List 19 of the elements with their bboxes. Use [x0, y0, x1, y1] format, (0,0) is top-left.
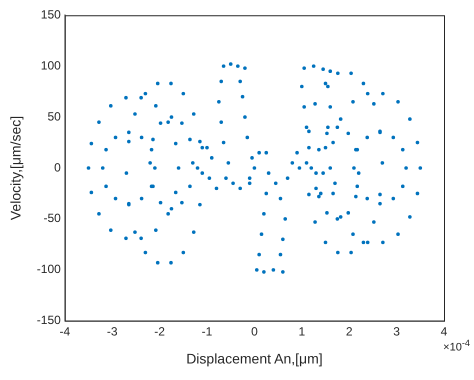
- y-tick-label: -50: [43, 211, 62, 226]
- x-tick-label: 1: [298, 324, 306, 338]
- x-tick-label: -2: [154, 324, 166, 338]
- text: ×10$^{-4}$: [443, 338, 470, 354]
- x-tick-label: -4: [59, 324, 70, 338]
- x-tick-label: 0: [251, 324, 258, 338]
- y-tick-label: 50: [47, 109, 62, 124]
- x-tick-label: 4: [440, 324, 448, 338]
- x-tick-label: -3: [106, 324, 118, 338]
- x-axis-title: Displacement An,[μm]: [186, 350, 323, 366]
- x-tick-label: -1: [202, 324, 213, 338]
- x-tick-label: 2: [346, 324, 353, 338]
- y-tick-label: 0: [54, 160, 62, 174]
- x-tick-label: 3: [393, 324, 400, 338]
- y-tick-label: -150: [36, 313, 62, 328]
- y-tick-label: 150: [40, 8, 62, 22]
- y-axis-title: Velocity,[μm/sec]: [7, 116, 24, 220]
- y-tick-label: -100: [36, 262, 62, 276]
- y-tick-label: 100: [40, 58, 62, 72]
